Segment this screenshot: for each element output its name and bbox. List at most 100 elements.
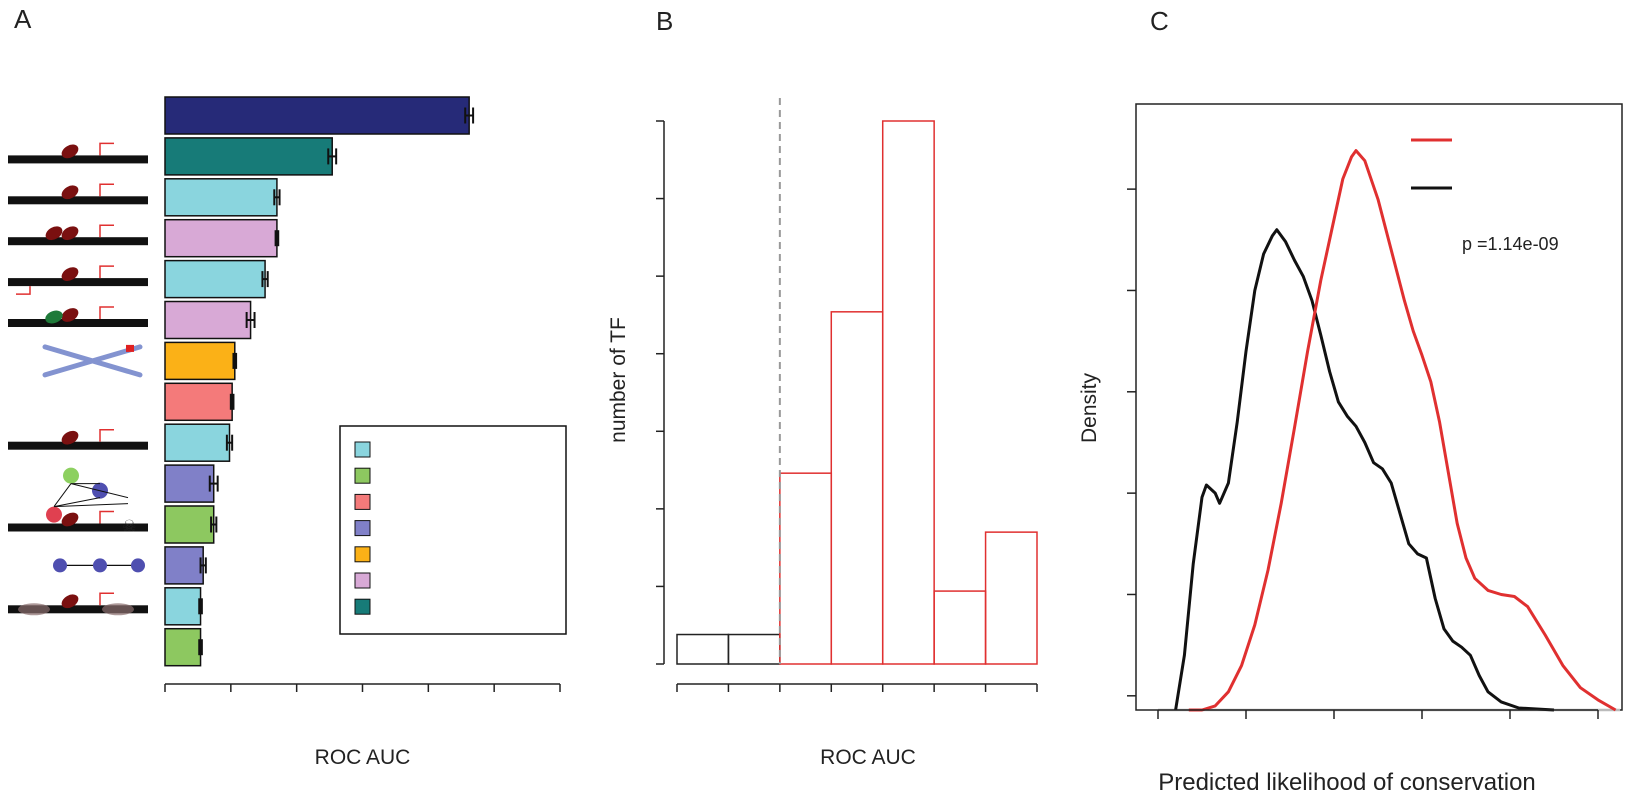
- error-bar-10: [208, 475, 219, 492]
- row-illustrations: ☠: [8, 142, 148, 616]
- error-bar-6: [245, 312, 256, 328]
- bar-group: [164, 96, 475, 667]
- transcription-factor-icon: [61, 185, 79, 200]
- y-axis-title: Density: [1078, 372, 1101, 443]
- error-bar-2: [327, 148, 338, 165]
- promoter-arrow-icon: [99, 183, 114, 197]
- error-bar-11: [210, 516, 218, 533]
- transcription-factor-icon: [61, 226, 79, 241]
- error-bar-12: [199, 557, 207, 574]
- transcription-factor-icon: [61, 430, 79, 445]
- histogram-bin-5: [881, 120, 935, 665]
- density-curve-detrimental-when-mutated: [1188, 149, 1617, 712]
- legend: [1411, 138, 1452, 190]
- dna-strand-icon: [8, 319, 148, 327]
- panel-label-a: A: [14, 4, 32, 34]
- promoter-arrow-icon: [99, 265, 114, 279]
- bar-9-promoter-architecture: [164, 423, 231, 462]
- x-axis: [676, 683, 1038, 692]
- pathway-node-icon-2: [93, 558, 107, 573]
- dna-binding-icon-row-3: [8, 183, 148, 205]
- dna-binding-icon-row-2: [8, 142, 148, 164]
- promoter-arrow-icon: [99, 428, 114, 442]
- histogram-bin-4: [830, 311, 884, 665]
- bar-6-redundancy: [164, 300, 252, 340]
- x-axis: [1157, 709, 1599, 719]
- panel-label-b: B: [656, 6, 673, 36]
- bar-4-redundancy: [164, 218, 278, 258]
- legend-swatch-redundancy: [354, 572, 371, 589]
- bar-2-binding-site-strength: [164, 137, 333, 176]
- nucleosome-icon: [102, 603, 134, 616]
- cofactor-icon: [45, 310, 63, 324]
- bar-8-regulator-identity: [164, 382, 233, 422]
- bar-11-target-identity: [164, 505, 215, 544]
- histogram-bin-3: [779, 472, 833, 665]
- legend-swatch-network: [354, 520, 371, 537]
- error-bar-1: [464, 107, 475, 124]
- dna-strand-icon: [8, 441, 148, 450]
- promoter-arrow-icon: [99, 510, 114, 524]
- y-axis: [1127, 188, 1136, 697]
- pathway-node-icon-3: [131, 558, 145, 573]
- panel-label-c: C: [1150, 6, 1169, 36]
- dna-binding-icon-row-5: [8, 265, 148, 287]
- reverse-promoter-arrow-icon: [16, 286, 31, 295]
- transcription-factor-icon: [61, 512, 79, 527]
- dna-strand-icon: [8, 237, 148, 246]
- x-axis-title: ROC AUC: [315, 746, 411, 769]
- histogram-bin-7: [984, 531, 1038, 665]
- error-bar-4: [274, 230, 280, 247]
- bar-5-promoter-architecture: [164, 259, 266, 299]
- pathway-node-icon-1: [53, 558, 67, 573]
- transcription-factor-icon: [61, 267, 79, 281]
- y-axis-title: number of TF: [607, 317, 630, 443]
- dna-strand-icon: [8, 278, 148, 287]
- dna-binding-icon-row-11: [8, 510, 148, 532]
- green-node-icon: [63, 467, 79, 484]
- dna-binding-icon-row-6: [8, 306, 148, 327]
- p-value-annotation: p =1.14e-09: [1462, 234, 1559, 254]
- promoter-arrow-icon: [99, 306, 114, 319]
- bar-3-promoter-architecture: [164, 178, 278, 217]
- error-bar-3: [273, 189, 281, 206]
- histogram-bin-6: [933, 590, 987, 665]
- nucleosome-icon: [18, 603, 50, 616]
- error-bar-14: [198, 639, 203, 656]
- dna-strand-icon: [8, 196, 148, 205]
- bar-1-integrated: [164, 96, 470, 135]
- red-node-icon: [46, 506, 62, 523]
- error-bar-13: [198, 598, 203, 615]
- skull-icon: ☠: [122, 519, 136, 536]
- second-factor-icon: [45, 226, 63, 241]
- error-bar-9: [225, 434, 234, 451]
- histogram-bins: [676, 120, 1038, 665]
- dna-binding-icon-row-9: [8, 428, 148, 450]
- error-bar-5: [261, 271, 269, 288]
- legend-box: [339, 425, 567, 635]
- transcription-factor-icon: [61, 594, 79, 609]
- bar-13-promoter-architecture: [164, 587, 202, 626]
- legend-swatch-promoter-architecture: [354, 441, 371, 458]
- plot-frame: [1135, 103, 1623, 711]
- error-bar-8: [229, 393, 235, 410]
- bar-10-network: [164, 464, 215, 503]
- promoter-arrow-icon: [99, 142, 114, 156]
- legend-swatch-binding-site-strength: [354, 598, 371, 615]
- error-bar-7: [232, 352, 238, 369]
- chromosome-icon: [42, 344, 143, 378]
- panel-a-bar-chart: ☠ ROC AUC: [8, 96, 567, 769]
- transcription-factor-icon: [61, 308, 79, 322]
- x-axis: [164, 683, 561, 692]
- legend-swatch-target-identity: [354, 467, 371, 484]
- x-axis-title: Predicted likelihood of conservation: [1158, 769, 1536, 796]
- promoter-arrow-icon: [99, 224, 114, 238]
- density-curve-all: [1174, 228, 1555, 712]
- dna-strand-icon: [8, 523, 148, 532]
- y-axis: [656, 120, 665, 665]
- dna-strand-icon: [8, 605, 148, 614]
- dna-strand-icon: [8, 155, 148, 164]
- network-edges-icon: [53, 483, 129, 508]
- bar-14-target-identity: [164, 627, 202, 667]
